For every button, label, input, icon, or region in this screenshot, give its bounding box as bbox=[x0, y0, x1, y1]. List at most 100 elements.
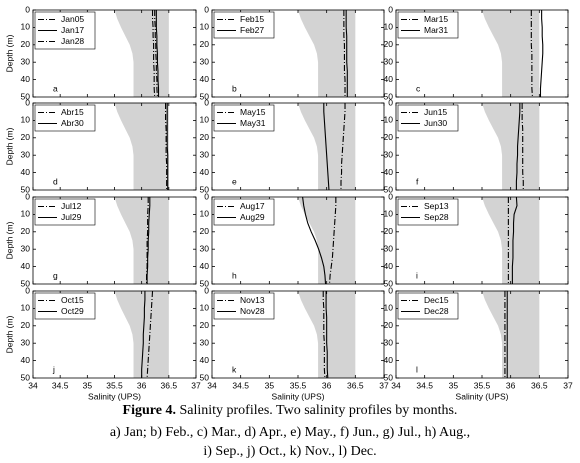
y-tick-label: 0 bbox=[388, 191, 393, 201]
y-tick-label: 40 bbox=[384, 261, 394, 271]
y-tick-label: 30 bbox=[384, 243, 394, 253]
profile-line bbox=[340, 103, 346, 190]
y-tick-label: 20 bbox=[384, 39, 394, 49]
range-band bbox=[482, 103, 540, 190]
y-tick-label: 0 bbox=[388, 4, 393, 14]
range-band bbox=[298, 103, 356, 190]
profile-line bbox=[166, 103, 169, 190]
x-tick-label: 37 bbox=[379, 380, 389, 390]
legend-box bbox=[213, 198, 275, 226]
profile-line bbox=[539, 10, 544, 97]
panel-label: c bbox=[416, 83, 421, 93]
y-tick-label: 40 bbox=[200, 74, 210, 84]
caption-text: a) Jan; b) Feb., c) Mar., d) Apr., e) Ma… bbox=[110, 425, 470, 440]
legend-box bbox=[397, 198, 459, 226]
x-axis-label: Salinity (UPS) bbox=[272, 391, 325, 401]
plot-frame bbox=[395, 290, 569, 379]
y-axis-label: Depth (m) bbox=[4, 315, 14, 353]
plot-frame bbox=[32, 290, 197, 379]
legend-label: Dec15 bbox=[424, 295, 449, 305]
y-tick-label: 20 bbox=[21, 320, 31, 330]
y-tick-label: 40 bbox=[200, 261, 210, 271]
legend-label: Dec28 bbox=[424, 306, 449, 316]
x-tick-label: 36.5 bbox=[161, 380, 178, 390]
plot-frame bbox=[32, 9, 197, 98]
plot-frame bbox=[211, 9, 385, 98]
legend-box bbox=[34, 104, 96, 132]
panel-label: j bbox=[52, 364, 55, 374]
y-tick-label: 40 bbox=[384, 355, 394, 365]
legend-box bbox=[34, 11, 96, 50]
y-tick-label: 0 bbox=[204, 191, 209, 201]
profile-line bbox=[151, 10, 156, 98]
legend-label: Feb27 bbox=[240, 25, 264, 35]
x-tick-label: 36 bbox=[322, 380, 332, 390]
y-tick-label: 40 bbox=[21, 355, 31, 365]
profile-line bbox=[323, 103, 330, 191]
legend-label: Oct15 bbox=[61, 295, 84, 305]
profile-line bbox=[146, 197, 149, 284]
y-tick-label: 10 bbox=[200, 22, 210, 32]
legend-box bbox=[397, 104, 459, 132]
legend-label: Nov28 bbox=[240, 306, 265, 316]
y-tick-label: 10 bbox=[384, 22, 394, 32]
plot-frame bbox=[32, 196, 197, 285]
profile-line bbox=[141, 291, 146, 378]
y-tick-label: 20 bbox=[200, 132, 210, 142]
profile-line bbox=[322, 291, 326, 379]
x-tick-label: 37 bbox=[563, 380, 573, 390]
y-tick-label: 20 bbox=[384, 320, 394, 330]
x-tick-label: 34.5 bbox=[232, 380, 249, 390]
legend-label: Jul29 bbox=[61, 212, 82, 222]
legend-label: Jul12 bbox=[61, 201, 82, 211]
y-tick-label: 10 bbox=[21, 209, 31, 219]
x-axis-label: Salinity (UPS) bbox=[88, 391, 141, 401]
y-tick-label: 50 bbox=[200, 91, 210, 101]
panel-label: f bbox=[416, 176, 419, 186]
profile-line bbox=[521, 103, 524, 190]
legend-box bbox=[213, 11, 275, 39]
profile-line bbox=[155, 10, 160, 97]
legend-label: Nov13 bbox=[240, 295, 265, 305]
y-tick-label: 40 bbox=[200, 167, 210, 177]
panel-label: g bbox=[53, 270, 58, 280]
range-band bbox=[114, 103, 169, 190]
legend-label: Jan05 bbox=[61, 14, 84, 24]
profile-line bbox=[530, 10, 534, 98]
y-axis-label: Depth (m) bbox=[4, 221, 14, 259]
plot-frame bbox=[395, 9, 569, 98]
legend-box bbox=[34, 292, 96, 320]
y-tick-label: 20 bbox=[384, 226, 394, 236]
legend-label: Oct29 bbox=[61, 306, 84, 316]
x-tick-label: 36 bbox=[506, 380, 516, 390]
y-tick-label: 40 bbox=[21, 261, 31, 271]
legend-label: Jan17 bbox=[61, 25, 84, 35]
panel-label: b bbox=[232, 83, 237, 93]
y-tick-label: 10 bbox=[200, 209, 210, 219]
y-tick-label: 30 bbox=[21, 243, 31, 253]
y-tick-label: 40 bbox=[21, 74, 31, 84]
y-tick-label: 50 bbox=[200, 184, 210, 194]
y-tick-label: 50 bbox=[384, 91, 394, 101]
y-tick-label: 10 bbox=[200, 303, 210, 313]
legend-label: Abr30 bbox=[61, 118, 84, 128]
caption-line: Figure 4. Salinity profiles. Two salinit… bbox=[123, 403, 458, 418]
legend-label: Jun30 bbox=[424, 118, 447, 128]
plot-frame bbox=[395, 196, 569, 285]
legend-label: Mar31 bbox=[424, 25, 448, 35]
y-tick-label: 50 bbox=[200, 372, 210, 382]
plot-frame bbox=[395, 102, 569, 191]
y-tick-label: 20 bbox=[200, 39, 210, 49]
range-band bbox=[298, 197, 356, 284]
profile-line bbox=[343, 10, 346, 97]
panel-label: l bbox=[416, 364, 418, 374]
profile-line bbox=[154, 10, 158, 98]
legend-label: Mar15 bbox=[424, 14, 448, 24]
y-tick-label: 30 bbox=[200, 149, 210, 159]
y-tick-label: 0 bbox=[25, 285, 30, 295]
x-tick-label: 35 bbox=[449, 380, 459, 390]
y-tick-label: 10 bbox=[384, 209, 394, 219]
y-tick-label: 40 bbox=[200, 355, 210, 365]
y-tick-label: 0 bbox=[388, 285, 393, 295]
